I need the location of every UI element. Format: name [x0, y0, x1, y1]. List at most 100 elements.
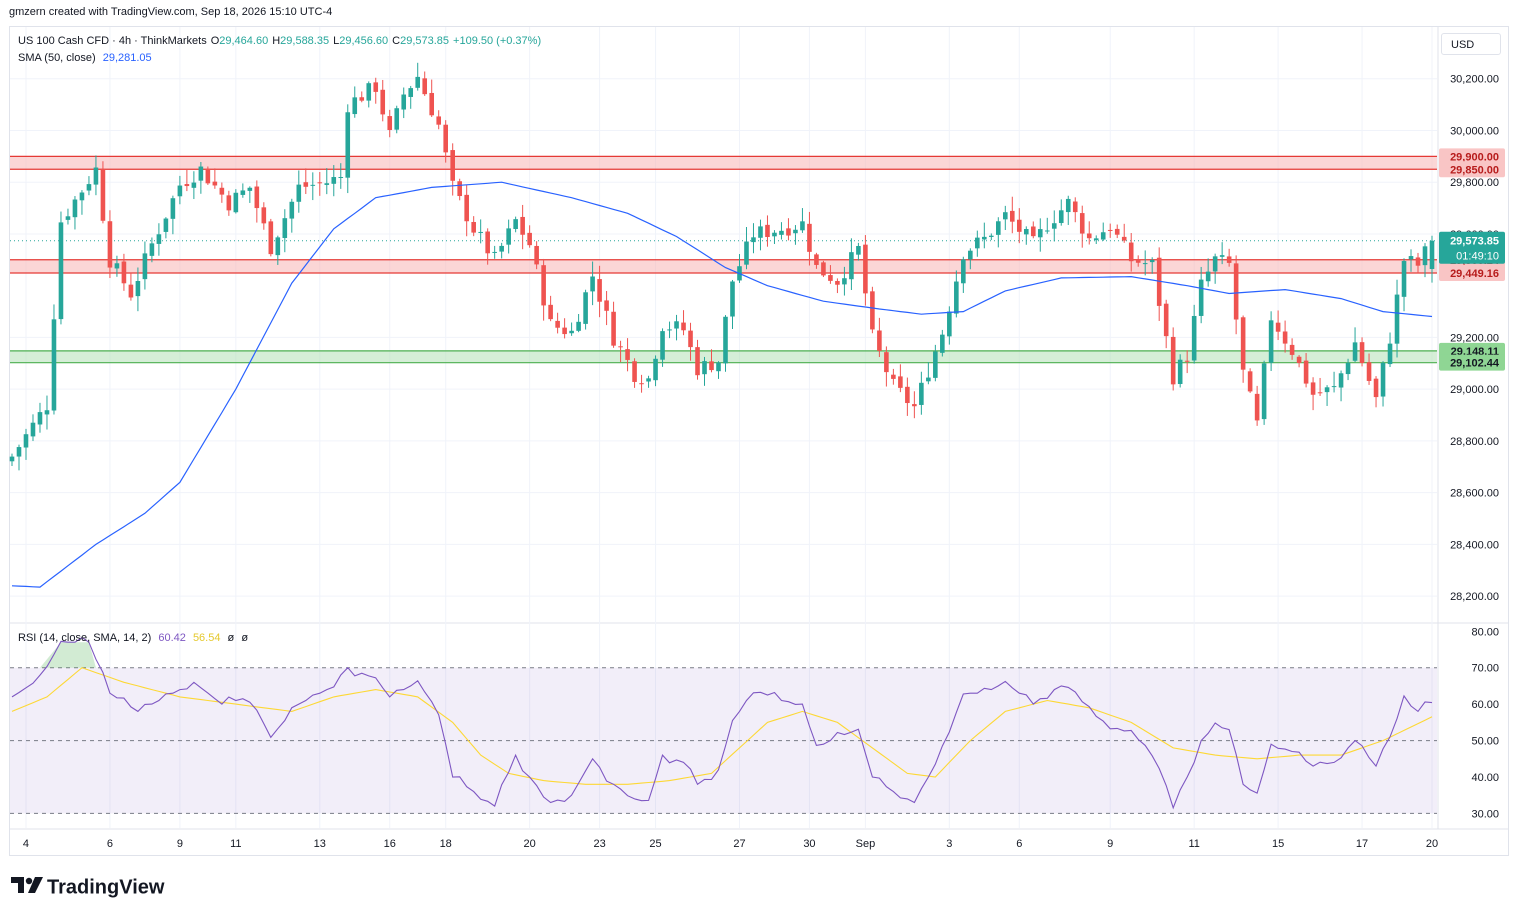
candle-down	[121, 261, 127, 284]
time-tick-label: 20	[524, 838, 536, 850]
candle-down	[464, 194, 469, 222]
candle-down	[1016, 219, 1022, 232]
candle-up	[772, 232, 777, 237]
currency-button[interactable]: USD	[1441, 33, 1501, 55]
candle-down	[681, 322, 686, 331]
candle-up	[506, 228, 511, 245]
candle-down	[1114, 228, 1120, 235]
candle-down	[226, 195, 232, 211]
candle-down	[1163, 303, 1169, 337]
candle-down	[1072, 201, 1078, 213]
candle-up	[44, 410, 50, 415]
price-tick-label: 28,200.00	[1450, 591, 1499, 603]
candle-up	[996, 221, 1001, 235]
candle-down	[1079, 213, 1085, 234]
candle-up	[415, 76, 421, 88]
brand-name: TradingView	[47, 876, 165, 899]
tv-logo-icon	[11, 876, 43, 900]
candle-down	[688, 330, 693, 348]
candle-down	[212, 181, 218, 186]
candle-up	[352, 97, 358, 115]
candle-up	[163, 218, 169, 232]
open-label: O	[210, 35, 220, 47]
last-price-tag: 29,573.85	[1450, 236, 1499, 248]
rsi-tick-label: 80.00	[1471, 626, 1499, 638]
sma-value: 29,281.05	[102, 52, 152, 64]
candle-up	[1023, 229, 1029, 235]
candle-down	[205, 168, 211, 184]
candle-up	[338, 177, 344, 179]
candle-down	[1254, 393, 1260, 421]
candle-up	[1219, 255, 1225, 257]
candle-up	[1261, 363, 1267, 420]
countdown-tag: 01:49:10	[1456, 251, 1499, 263]
candle-up	[961, 259, 966, 284]
candle-up	[58, 222, 64, 320]
candle-up	[751, 237, 756, 243]
candle-up	[1212, 256, 1218, 272]
time-tick-label: 30	[803, 838, 815, 850]
candle-down	[807, 223, 812, 252]
candle-up	[51, 319, 57, 411]
candle-down	[471, 221, 476, 233]
candle-down	[1009, 210, 1015, 222]
candle-up	[982, 236, 987, 240]
price-tick-label: 29,200.00	[1450, 332, 1499, 344]
rsi-overbought-fill	[39, 642, 96, 668]
candle-down	[905, 386, 910, 404]
candle-up	[1149, 259, 1155, 263]
grid-lines	[10, 27, 1508, 830]
rsi-tick-label: 30.00	[1471, 808, 1499, 820]
candle-down	[527, 232, 532, 246]
candle-up	[65, 216, 71, 220]
time-tick-label: 15	[1272, 838, 1284, 850]
candle-up	[513, 219, 518, 229]
candle-down	[1275, 322, 1281, 332]
candle-up	[93, 167, 99, 185]
candle-up	[1394, 294, 1400, 344]
candle-down	[555, 320, 560, 328]
candle-up	[947, 311, 952, 337]
candle-up	[177, 185, 183, 197]
candle-up	[940, 334, 945, 353]
rsi-tick-label: 70.00	[1471, 663, 1499, 675]
candle-up	[1142, 263, 1148, 265]
candle-down	[814, 254, 819, 265]
candle-down	[1170, 336, 1176, 385]
candle-up	[674, 321, 679, 329]
candle-down	[912, 404, 917, 407]
price-tags: 29,900.0029,850.0029,500.2429,449.1629,1…	[1439, 148, 1505, 371]
candle-up	[16, 447, 22, 457]
candle-up	[702, 361, 707, 375]
candle-down	[765, 224, 770, 238]
candle-down	[219, 187, 225, 195]
candle-down	[835, 281, 840, 285]
sma-50-line	[11, 181, 1433, 588]
rsi-tick-label: 60.00	[1471, 699, 1499, 711]
candle-up	[849, 252, 854, 280]
rsi-sma-line	[11, 667, 1433, 785]
candle-up	[1268, 320, 1274, 363]
candle-up	[1380, 362, 1386, 397]
candle-up	[72, 199, 78, 218]
candle-down	[632, 361, 637, 382]
sma-label[interactable]: SMA (50, close)	[18, 52, 96, 64]
candle-down	[429, 92, 435, 116]
rsi-extra-2: ø	[241, 632, 249, 644]
candle-up	[779, 230, 784, 235]
candle-up	[86, 184, 92, 191]
candle-up	[800, 221, 805, 231]
candle-down	[380, 89, 386, 115]
rsi-label[interactable]: RSI (14, close, SMA, 14, 2)	[18, 632, 152, 644]
symbol-name[interactable]: US 100 Cash CFD · 4h · ThinkMarkets	[18, 35, 207, 47]
candle-down	[436, 116, 441, 125]
sma-line	[11, 181, 1433, 588]
candle-down	[1366, 362, 1372, 381]
candle-up	[730, 281, 735, 317]
candle-down	[303, 182, 309, 187]
candle-up	[590, 276, 595, 292]
candle-up	[1401, 261, 1407, 297]
candle-up	[1037, 229, 1043, 238]
candle-down	[898, 376, 903, 388]
